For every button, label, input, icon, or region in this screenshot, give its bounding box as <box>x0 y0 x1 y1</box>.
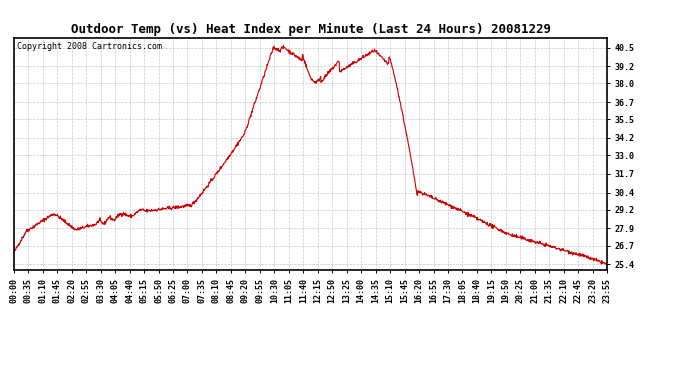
Text: Copyright 2008 Cartronics.com: Copyright 2008 Cartronics.com <box>17 42 161 51</box>
Title: Outdoor Temp (vs) Heat Index per Minute (Last 24 Hours) 20081229: Outdoor Temp (vs) Heat Index per Minute … <box>70 23 551 36</box>
